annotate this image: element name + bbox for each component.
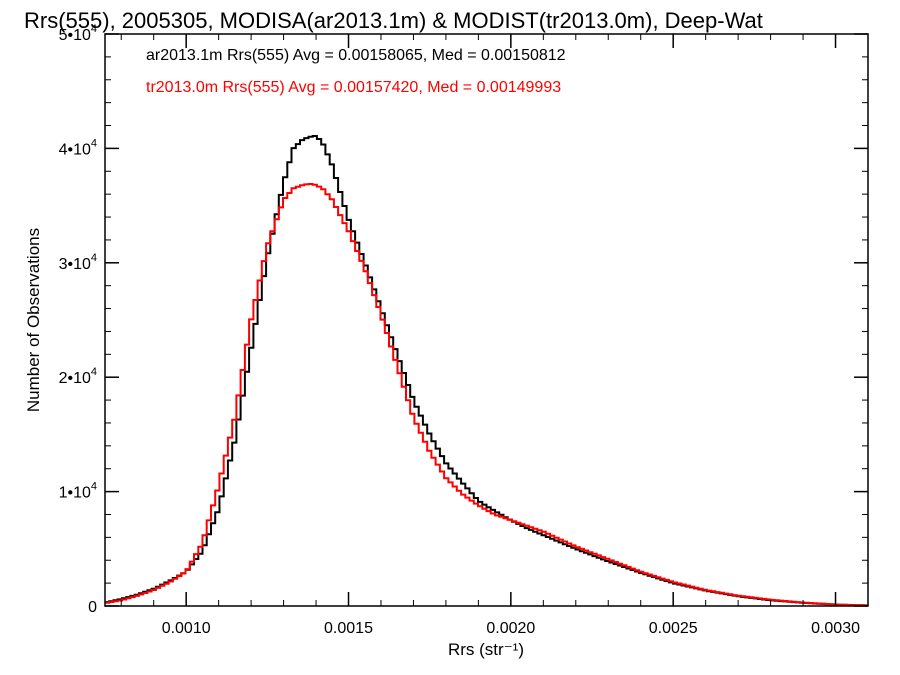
plot-frame bbox=[104, 33, 869, 607]
annotation-black: ar2013.1m Rrs(555) Avg = 0.00158065, Med… bbox=[146, 47, 566, 64]
x-tick-label: 0.0020 bbox=[486, 620, 535, 637]
x-tick-label: 0.0030 bbox=[811, 620, 860, 637]
annotation-red: tr2013.0m Rrs(555) Avg = 0.00157420, Med… bbox=[146, 79, 561, 96]
y-tick-label: 3•104 bbox=[59, 252, 97, 273]
chart-title: Rrs(555), 2005305, MODISA(ar2013.1m) & M… bbox=[24, 8, 763, 33]
y-axis-label: Number of Observations bbox=[24, 228, 43, 412]
y-axis: 0 1•104 2•104 3•104 4•104 5•104 bbox=[59, 23, 868, 616]
y-tick-label: 0 bbox=[88, 599, 97, 616]
x-tick-label: 0.0015 bbox=[324, 620, 373, 637]
series-line-1 bbox=[105, 183, 868, 607]
x-tick-label: 0.0010 bbox=[162, 620, 211, 637]
series-layer bbox=[105, 135, 868, 607]
x-axis: 0.0010 0.0015 0.0020 0.0025 0.0030 bbox=[120, 34, 869, 637]
y-tick-label: 4•104 bbox=[59, 137, 97, 158]
y-tick-label: 2•104 bbox=[59, 366, 97, 387]
x-tick-label: 0.0025 bbox=[649, 620, 698, 637]
y-tick-label: 1•104 bbox=[59, 481, 97, 502]
x-axis-label: Rrs (str⁻¹) bbox=[448, 640, 524, 659]
y-tick-label: 5•104 bbox=[59, 23, 97, 44]
